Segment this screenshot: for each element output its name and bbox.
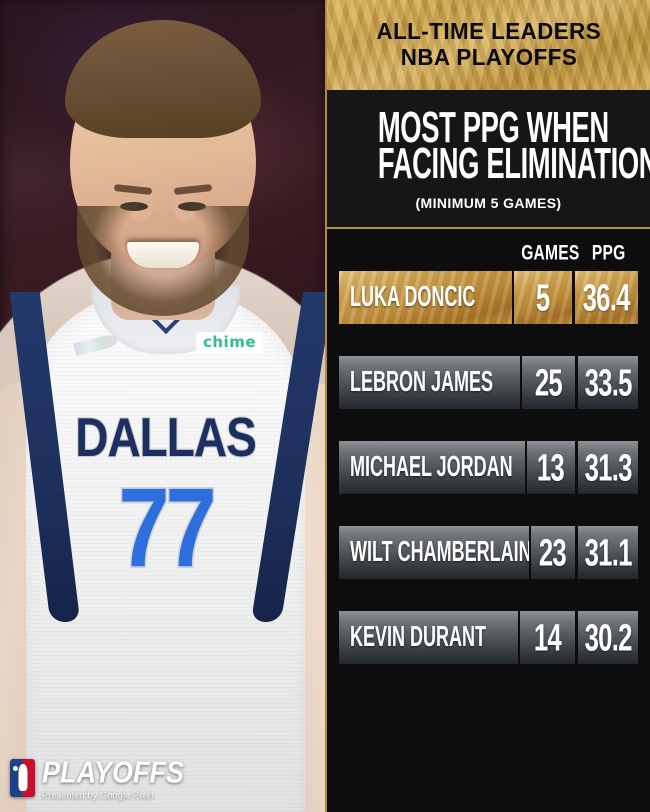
player-name: LUKA DONCIC — [350, 280, 476, 314]
title-line-1: MOST PPG WHEN — [377, 103, 609, 152]
column-header-ppg: PPG — [591, 241, 626, 266]
row-ppg-cell: 31.1 — [577, 526, 638, 580]
table-row: LEBRON JAMES 25 33.5 — [339, 356, 638, 410]
header-line-1: ALL-TIME LEADERS — [376, 18, 601, 45]
basketball-icon — [13, 766, 18, 772]
playoffs-label: PLAYOFFS — [42, 755, 185, 790]
ppg-value: 31.1 — [584, 530, 632, 574]
row-games-cell: 5 — [514, 271, 572, 325]
row-name-cell: KEVIN DURANT — [339, 611, 518, 665]
row-name-cell: LUKA DONCIC — [339, 271, 512, 325]
presented-by-label: Presented by Google Pixel — [42, 790, 154, 800]
title-qualifier: (MINIMUM 5 GAMES) — [415, 195, 562, 212]
games-value: 14 — [533, 615, 562, 659]
row-ppg-cell: 36.4 — [574, 271, 638, 325]
row-ppg-cell: 30.2 — [577, 611, 638, 665]
row-ppg-cell: 31.3 — [577, 441, 638, 495]
row-games-cell: 14 — [519, 611, 575, 665]
player-name: WILT CHAMBERLAIN — [350, 535, 529, 569]
player-name: KEVIN DURANT — [350, 620, 487, 654]
lockup-text: PLAYOFFS Presented by Google Pixel — [42, 755, 185, 800]
row-games-cell: 25 — [521, 356, 575, 410]
player-jersey: chime DALLAS 77 — [9, 286, 325, 812]
row-name-cell: LEBRON JAMES — [339, 356, 520, 410]
header-line-2: NBA PLAYOFFS — [400, 44, 577, 70]
table-row: WILT CHAMBERLAIN 23 31.1 — [339, 526, 638, 580]
jersey-number: 77 — [117, 465, 218, 591]
stats-panel: ALL-TIME LEADERS NBA PLAYOFFS MOST PPG W… — [325, 0, 650, 812]
games-value: 5 — [536, 275, 550, 319]
nba-silhouette-icon — [18, 764, 27, 792]
panel-gold-header: ALL-TIME LEADERS NBA PLAYOFFS — [327, 0, 650, 90]
table-row: MICHAEL JORDAN 13 31.3 — [339, 441, 638, 495]
player-name: MICHAEL JORDAN — [350, 450, 513, 484]
player-photo: chime DALLAS 77 PLAYOFFS Presented by Go… — [0, 0, 325, 812]
table-row: KEVIN DURANT 14 30.2 — [339, 611, 638, 665]
ppg-value: 31.3 — [584, 445, 632, 489]
column-headers: GAMES PPG — [327, 239, 650, 271]
player-smile — [126, 242, 199, 268]
row-games-cell: 23 — [530, 526, 575, 580]
column-header-games: GAMES — [521, 241, 580, 266]
ppg-value: 33.5 — [584, 360, 632, 404]
panel-title-block: MOST PPG WHEN FACING ELIMINATION (MINIMU… — [327, 90, 650, 230]
jersey-mesh-texture — [26, 292, 305, 812]
row-ppg-cell: 33.5 — [577, 356, 638, 410]
games-value: 13 — [537, 445, 565, 489]
games-value: 25 — [534, 360, 563, 404]
nba-logo-icon — [10, 759, 35, 798]
player-name: LEBRON JAMES — [350, 365, 494, 399]
jersey-team-name: DALLAS — [74, 405, 258, 469]
table-row: LUKA DONCIC 5 36.4 — [339, 271, 638, 325]
row-name-cell: WILT CHAMBERLAIN — [339, 526, 529, 580]
games-value: 23 — [539, 530, 567, 574]
leaders-table: LUKA DONCIC 5 36.4 LEBRON JAMES 25 33.5 MICHAE… — [327, 271, 650, 665]
row-name-cell: MICHAEL JORDAN — [339, 441, 525, 495]
ppg-value: 36.4 — [582, 275, 631, 319]
title-line-2: FACING ELIMINATION — [377, 138, 650, 188]
row-games-cell: 13 — [526, 441, 575, 495]
nba-playoffs-lockup: PLAYOFFS Presented by Google Pixel — [10, 755, 185, 800]
ppg-value: 30.2 — [584, 615, 632, 659]
chime-sponsor-patch: chime — [195, 332, 263, 353]
